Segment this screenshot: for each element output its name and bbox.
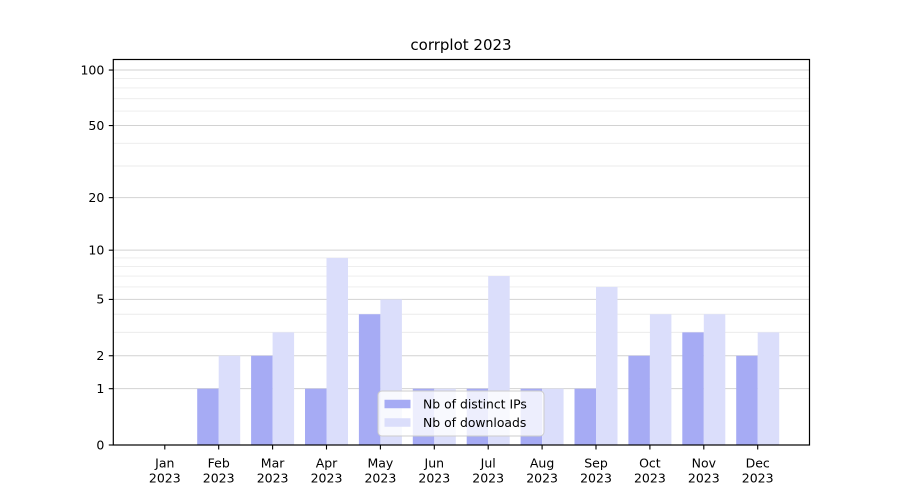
bar-downloads-dec	[757, 332, 780, 445]
x-tick-label-year-apr: 2023	[311, 471, 343, 486]
bar-distinct-ips-oct	[628, 355, 650, 445]
x-tick-label-month-nov: Nov	[692, 456, 717, 471]
x-tick-label-year-sep: 2023	[580, 471, 612, 486]
x-tick-label-month-jul: Jul	[480, 456, 496, 471]
x-tick-label-year-may: 2023	[364, 471, 396, 486]
plot-border	[112, 58, 811, 446]
x-tick-label-month-apr: Apr	[316, 456, 338, 471]
legend-label-downloads: Nb of downloads	[423, 415, 526, 430]
y-tick-label-20: 20	[88, 190, 104, 205]
bar-downloads-sep	[596, 286, 618, 445]
bar-distinct-ips-nov	[682, 332, 704, 445]
x-tick-label-month-oct: Oct	[639, 456, 661, 471]
x-tick-label-month-mar: Mar	[261, 456, 285, 471]
x-tick-label-year-dec: 2023	[742, 471, 774, 486]
bar-distinct-ips-apr	[305, 388, 327, 445]
bar-downloads-mar	[272, 332, 295, 445]
x-tick-label-year-jul: 2023	[472, 471, 504, 486]
bar-distinct-ips-may	[358, 314, 381, 445]
x-tick-label-month-sep: Sep	[584, 456, 608, 471]
y-tick-label-100: 100	[80, 62, 104, 77]
bar-downloads-aug	[542, 388, 564, 445]
bar-downloads-nov	[703, 314, 726, 445]
x-tick-label-month-feb: Feb	[208, 456, 230, 471]
y-tick-label-1: 1	[96, 381, 104, 396]
bar-downloads-apr	[326, 257, 348, 445]
bar-downloads-feb	[218, 355, 241, 445]
legend-swatch-downloads	[384, 418, 411, 427]
y-tick-label-50: 50	[88, 118, 104, 133]
bar-distinct-ips-feb	[197, 388, 219, 445]
x-tick-label-month-dec: Dec	[746, 456, 770, 471]
y-tick-label-2: 2	[96, 348, 104, 363]
x-tick-label-month-may: May	[367, 456, 393, 471]
x-tick-label-year-feb: 2023	[203, 471, 235, 486]
bar-distinct-ips-sep	[574, 388, 596, 445]
bar-distinct-ips-dec	[736, 355, 758, 445]
x-tick-label-year-mar: 2023	[257, 471, 289, 486]
y-tick-label-5: 5	[96, 292, 104, 307]
bar-downloads-oct	[649, 314, 672, 445]
legend	[377, 390, 545, 437]
x-tick-label-month-jan: Jan	[154, 456, 174, 471]
chart-title: corrplot 2023	[410, 36, 512, 54]
bar-distinct-ips-mar	[251, 355, 273, 445]
legend-label-distinct-ips: Nb of distinct IPs	[423, 396, 527, 411]
x-tick-label-year-jan: 2023	[149, 471, 181, 486]
x-tick-label-month-jun: Jun	[424, 456, 445, 471]
legend-swatch-distinct-ips	[384, 399, 411, 409]
x-tick-label-month-aug: Aug	[530, 456, 554, 471]
x-tick-label-year-jun: 2023	[418, 471, 450, 486]
x-tick-label-year-nov: 2023	[688, 471, 720, 486]
x-tick-label-year-aug: 2023	[526, 471, 558, 486]
y-tick-label-0: 0	[96, 437, 104, 452]
x-tick-label-year-oct: 2023	[634, 471, 666, 486]
y-tick-label-10: 10	[88, 242, 104, 257]
